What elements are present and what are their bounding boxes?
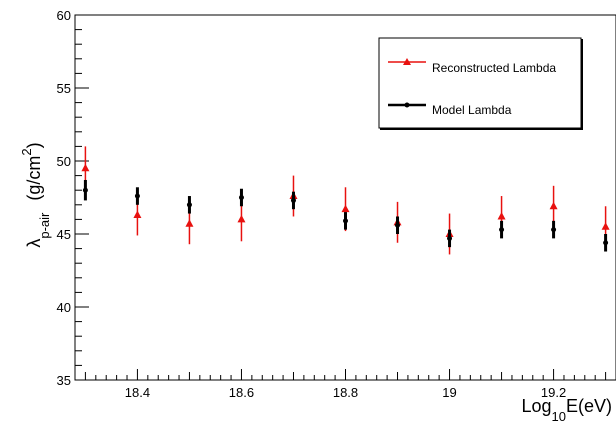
y-axis-superscript: 2 [19,148,34,155]
data-point-circle [499,227,505,233]
data-point-circle [603,240,609,246]
data-point-circle [186,202,192,208]
data-point-circle [343,218,348,224]
data-point-triangle [341,204,350,213]
data-point-triangle [185,219,194,227]
legend-entry-model: Model Lambda [388,102,512,117]
legend-box [378,37,582,129]
legend: Reconstructed Lambda Model Lambda [378,37,583,130]
legend-label-reconstructed: Reconstructed Lambda [432,61,556,75]
x-tick-label: 19.2 [541,385,566,400]
axis-ticks [74,14,607,381]
x-axis-rest: E(eV) [566,396,612,416]
data-point-circle [134,193,140,199]
y-tick-label: 60 [57,8,71,23]
data-point-circle [238,195,244,200]
series-model-lambda [82,179,609,252]
data-point-triangle [497,211,506,220]
data-point-triangle [133,210,142,219]
x-tick-label: 19 [442,385,456,400]
axis-tick-labels: 35 40 45 50 55 60 18.4 18.6 18.8 19 19.2 [57,8,567,400]
data-point-circle [290,197,296,203]
data-point-circle [447,235,453,241]
x-tick-label: 18.8 [333,385,358,400]
legend-label-model: Model Lambda [432,103,512,117]
x-axis-title: Log10E(eV) [521,396,612,423]
data-point-circle [82,187,88,193]
x-axis-base: Log [521,396,551,416]
y-axis-unit-open: (g/cm [24,156,44,201]
y-tick-label: 40 [57,300,71,315]
y-tick-label: 50 [57,154,71,169]
x-tick-label: 18.4 [125,385,150,400]
data-point-triangle [81,163,90,172]
x-tick-label: 18.6 [229,385,254,400]
y-axis-title: λp-air (g/cm2) [19,142,52,247]
y-axis-symbol: λ [24,239,44,248]
y-tick-label: 55 [57,81,71,96]
series-layer [81,146,610,255]
data-point-triangle [237,214,246,223]
x-axis-subscript: 10 [552,409,566,423]
data-point-triangle [549,201,558,210]
y-tick-label: 45 [57,227,71,242]
y-axis-subscript: p-air [37,212,52,239]
data-point-circle [551,227,557,233]
legend-marker-triangle [403,58,411,65]
svg-text:λp-air(g/cm2): λp-air (g/cm2) [19,142,52,247]
legend-marker-circle [404,102,410,108]
data-point-triangle [601,222,610,230]
data-point-circle [395,222,401,228]
y-axis-unit-close: ) [24,142,44,148]
y-tick-label: 35 [57,373,71,388]
legend-entry-reconstructed: Reconstructed Lambda [388,58,556,75]
